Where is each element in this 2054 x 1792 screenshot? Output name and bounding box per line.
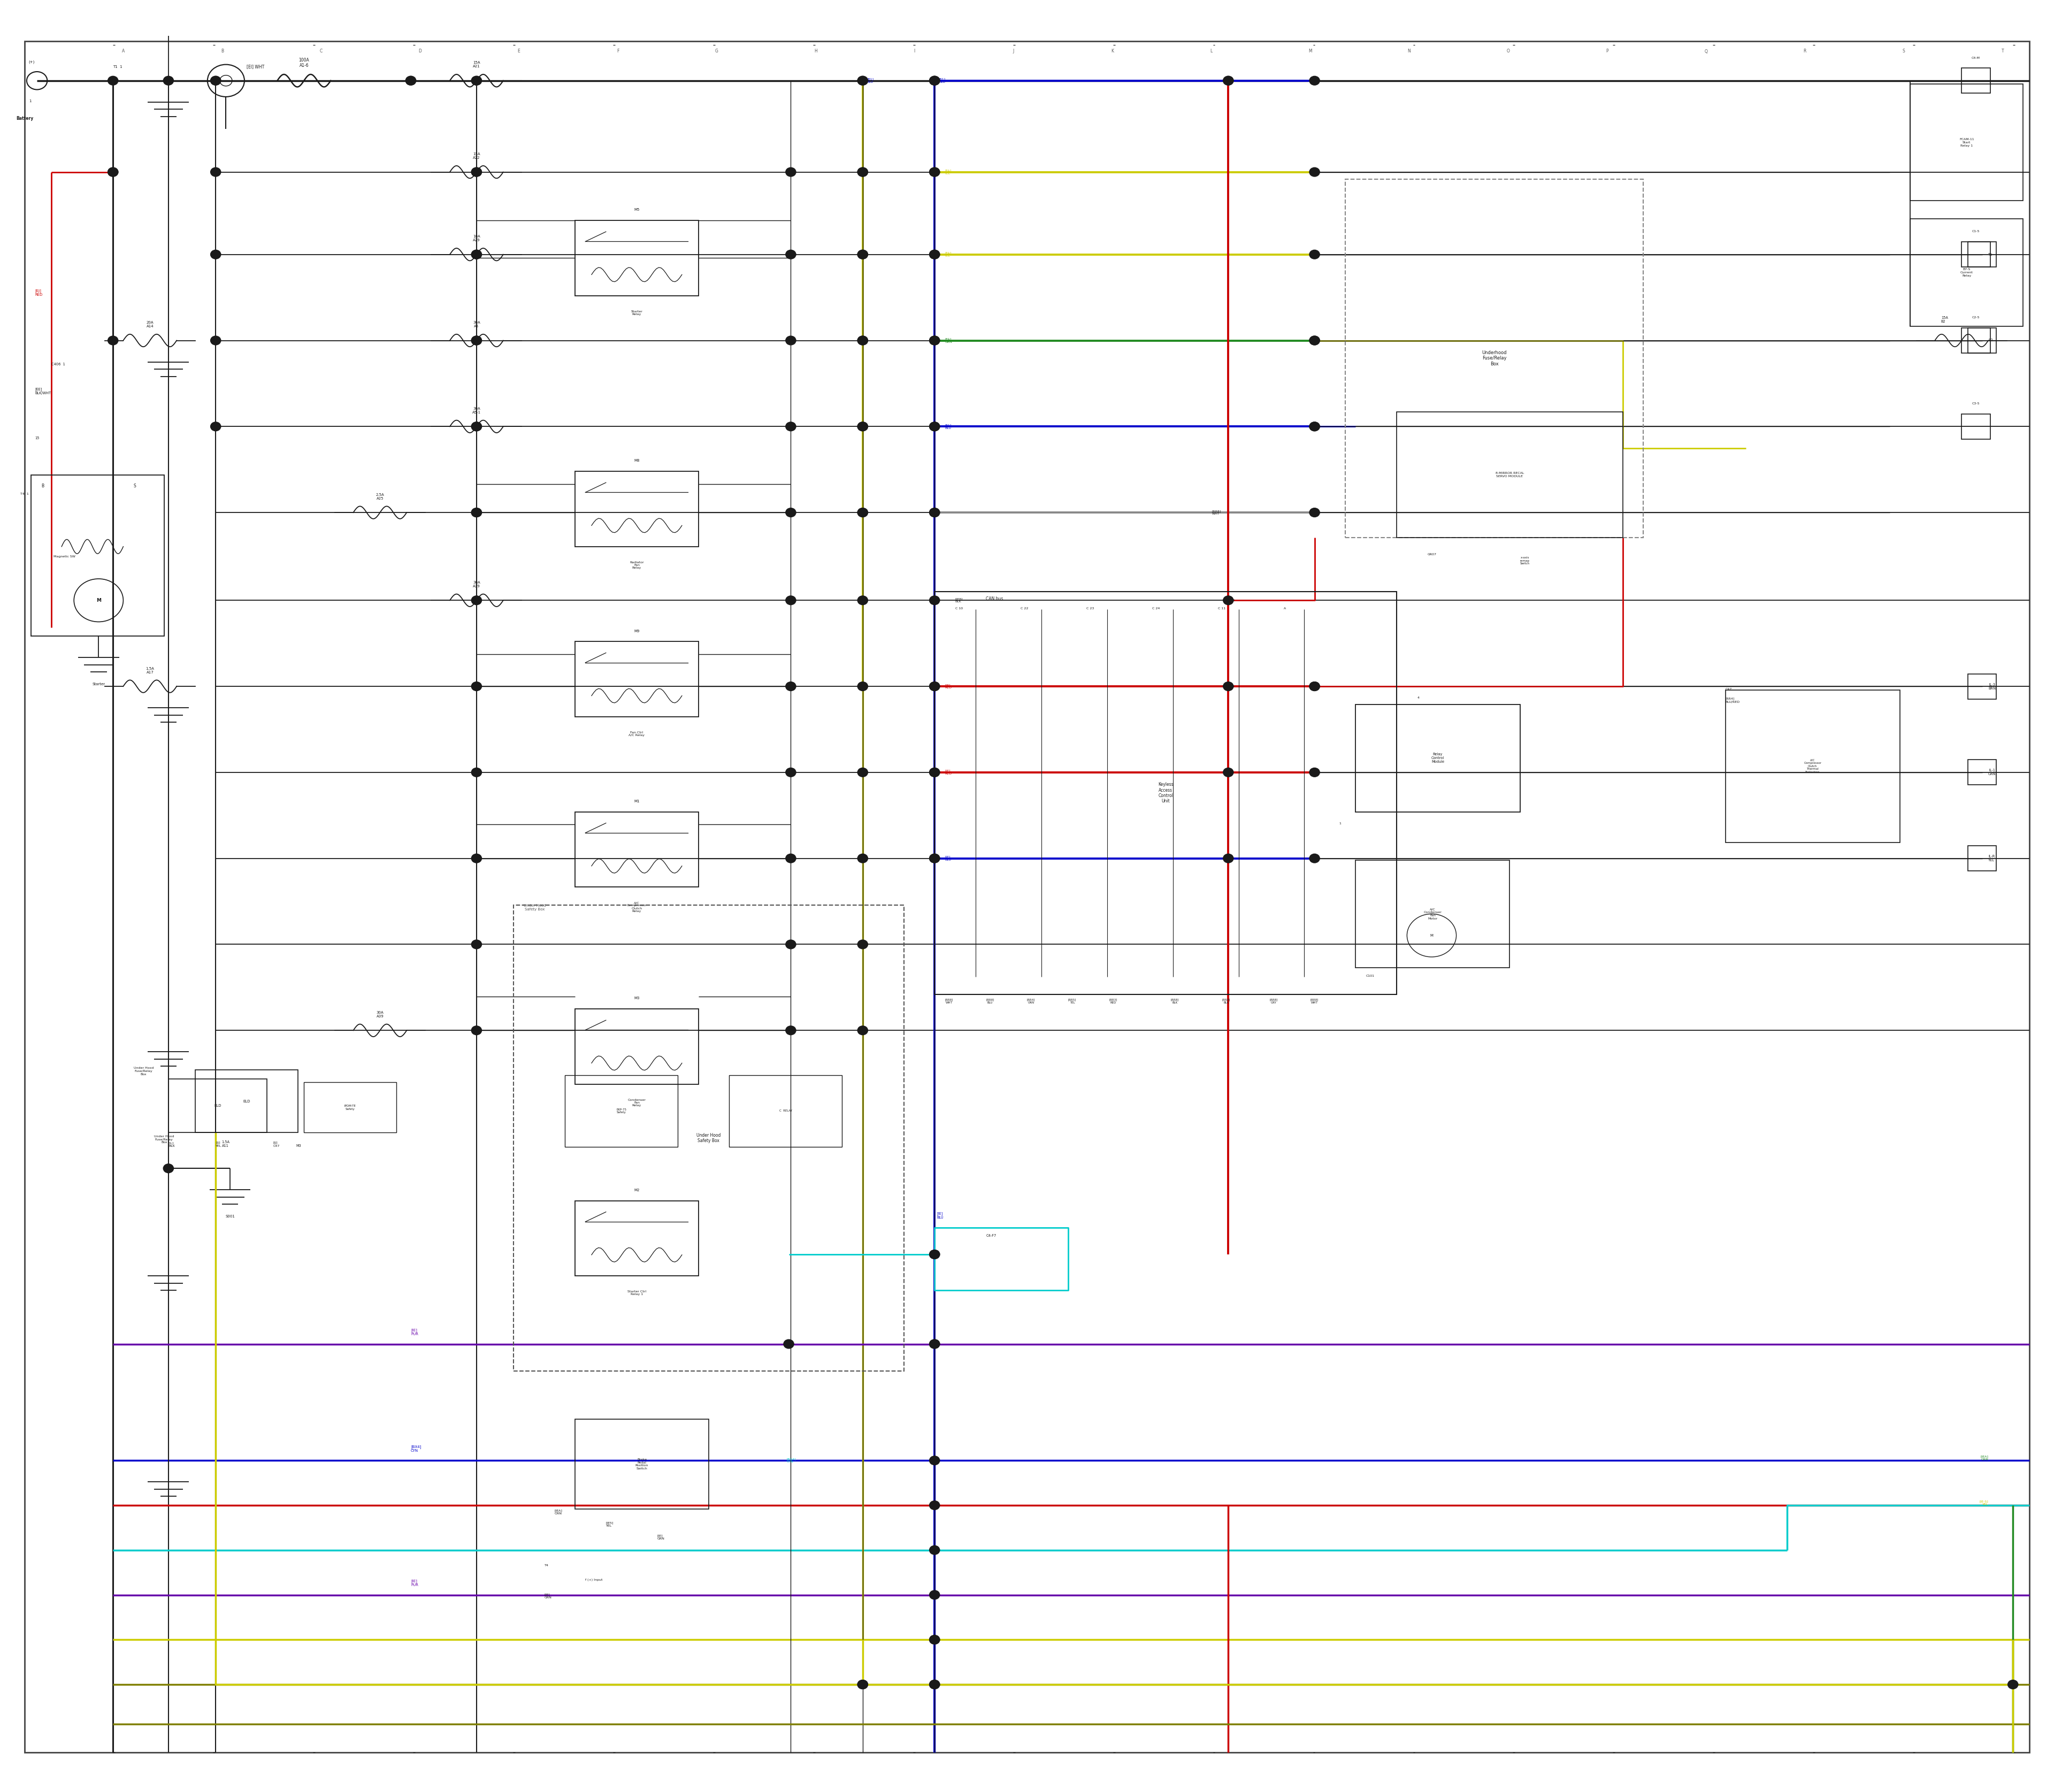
Text: Magnetic SW: Magnetic SW bbox=[53, 556, 76, 557]
Circle shape bbox=[859, 683, 867, 692]
Text: M3: M3 bbox=[296, 1145, 302, 1147]
Text: M: M bbox=[1430, 934, 1434, 937]
Circle shape bbox=[859, 167, 867, 177]
Text: [IE]
GRN: [IE] GRN bbox=[657, 1534, 665, 1539]
Text: M2: M2 bbox=[635, 1188, 639, 1192]
Text: 30A
A5-1: 30A A5-1 bbox=[472, 407, 481, 414]
Text: x-axis
remap
Switch: x-axis remap Switch bbox=[1520, 557, 1530, 564]
Circle shape bbox=[470, 683, 481, 692]
Circle shape bbox=[928, 75, 941, 84]
Text: 2.5A
A25: 2.5A A25 bbox=[376, 493, 384, 500]
Text: Starter
Relay: Starter Relay bbox=[631, 310, 643, 315]
Text: 100A
A1-6: 100A A1-6 bbox=[298, 57, 310, 68]
Circle shape bbox=[107, 75, 117, 84]
Circle shape bbox=[1222, 683, 1232, 692]
Bar bbox=[304, 1082, 396, 1133]
Text: Radiator
Fan
Relay: Radiator Fan Relay bbox=[631, 561, 643, 570]
Text: Q: Q bbox=[1705, 48, 1707, 54]
Text: [IE]
RED: [IE] RED bbox=[945, 769, 951, 776]
Bar bbox=[575, 220, 698, 296]
Text: [IJ]
YEL: [IJ] YEL bbox=[216, 1142, 222, 1147]
Bar bbox=[1356, 704, 1520, 812]
Circle shape bbox=[859, 423, 867, 432]
Text: C 11: C 11 bbox=[1218, 607, 1226, 609]
Bar bbox=[575, 812, 698, 887]
Text: [IE]
PUR: [IE] PUR bbox=[411, 1579, 419, 1586]
Circle shape bbox=[2007, 1681, 2017, 1688]
Bar bbox=[1725, 690, 1900, 842]
Circle shape bbox=[787, 595, 797, 606]
Circle shape bbox=[470, 75, 481, 84]
Bar bbox=[1397, 412, 1623, 538]
Circle shape bbox=[1310, 767, 1319, 778]
Circle shape bbox=[859, 75, 867, 84]
Bar bbox=[935, 591, 1397, 995]
Text: C4-F7: C4-F7 bbox=[986, 1235, 996, 1236]
Circle shape bbox=[928, 423, 941, 432]
Circle shape bbox=[1310, 337, 1319, 344]
Circle shape bbox=[470, 167, 481, 177]
Text: [RR8]
BLU: [RR8] BLU bbox=[986, 998, 994, 1004]
Text: Relay
Control
Module: Relay Control Module bbox=[1432, 753, 1444, 763]
Circle shape bbox=[928, 1681, 941, 1688]
Text: Starter: Starter bbox=[92, 683, 105, 686]
Text: IL-1
GRN: IL-1 GRN bbox=[1988, 769, 1996, 776]
Text: [IE]
PUR: [IE] PUR bbox=[787, 1340, 793, 1348]
Text: L: L bbox=[1210, 48, 1212, 54]
Circle shape bbox=[1310, 337, 1319, 344]
Circle shape bbox=[1310, 167, 1319, 177]
Circle shape bbox=[787, 939, 797, 950]
Circle shape bbox=[928, 1591, 941, 1598]
Text: Condenser
Fan
Relay: Condenser Fan Relay bbox=[629, 1098, 645, 1107]
Text: [IL]
BLK: [IL] BLK bbox=[168, 1142, 175, 1147]
Text: Under Hood
Safety Box: Under Hood Safety Box bbox=[524, 903, 546, 910]
Text: M1: M1 bbox=[635, 799, 639, 803]
Text: [RR5]
TEL: [RR5] TEL bbox=[1068, 998, 1076, 1004]
Circle shape bbox=[1310, 423, 1319, 432]
Text: [IE]
PUR: [IE] PUR bbox=[411, 1328, 419, 1335]
Circle shape bbox=[859, 1681, 867, 1688]
Bar bbox=[565, 1075, 678, 1147]
Circle shape bbox=[1222, 595, 1232, 606]
Circle shape bbox=[928, 251, 941, 260]
Circle shape bbox=[405, 75, 415, 84]
Circle shape bbox=[859, 767, 867, 778]
Text: [B1]
BLU: [B1] BLU bbox=[939, 77, 945, 84]
Bar bbox=[575, 642, 698, 717]
Text: B2: B2 bbox=[1988, 339, 1992, 342]
Circle shape bbox=[162, 1165, 173, 1174]
Bar bbox=[1962, 68, 1990, 93]
Text: [RR4]
ORN: [RR4] ORN bbox=[1027, 998, 1035, 1004]
Text: [B1]
BLU: [B1] BLU bbox=[867, 77, 873, 84]
Circle shape bbox=[470, 251, 481, 260]
Circle shape bbox=[928, 1251, 941, 1258]
Text: B: B bbox=[41, 484, 43, 489]
Text: [BX4]
CYN: [BX4] CYN bbox=[787, 1457, 797, 1464]
Text: A/C
Condenser
Fan
Motor: A/C Condenser Fan Motor bbox=[1423, 909, 1442, 919]
Bar bbox=[1968, 242, 1996, 267]
Text: T: T bbox=[2001, 48, 2005, 54]
Circle shape bbox=[928, 767, 941, 778]
Circle shape bbox=[859, 423, 867, 432]
Text: S: S bbox=[134, 484, 136, 489]
Text: G: G bbox=[715, 48, 719, 54]
Circle shape bbox=[470, 767, 481, 778]
Circle shape bbox=[859, 595, 867, 606]
Bar bbox=[1910, 84, 2023, 201]
Text: Keyless
Access
Control
Unit: Keyless Access Control Unit bbox=[1158, 781, 1173, 803]
Circle shape bbox=[1310, 683, 1319, 692]
Circle shape bbox=[859, 1025, 867, 1036]
Text: [IE]
GRN: [IE] GRN bbox=[544, 1593, 553, 1598]
Circle shape bbox=[859, 251, 867, 260]
Bar bbox=[1968, 846, 1996, 871]
Text: R: R bbox=[1803, 48, 1805, 54]
Bar bbox=[168, 1079, 267, 1133]
Text: Under Hood
Safety Box: Under Hood Safety Box bbox=[696, 1133, 721, 1143]
Text: A/C
Compressor
Clutch
Relay: A/C Compressor Clutch Relay bbox=[626, 901, 647, 912]
Circle shape bbox=[787, 767, 797, 778]
Text: C 22: C 22 bbox=[1021, 607, 1029, 609]
Bar bbox=[1345, 179, 1643, 538]
Text: 15A
A22: 15A A22 bbox=[472, 152, 481, 159]
Circle shape bbox=[470, 423, 481, 432]
Circle shape bbox=[470, 167, 481, 177]
